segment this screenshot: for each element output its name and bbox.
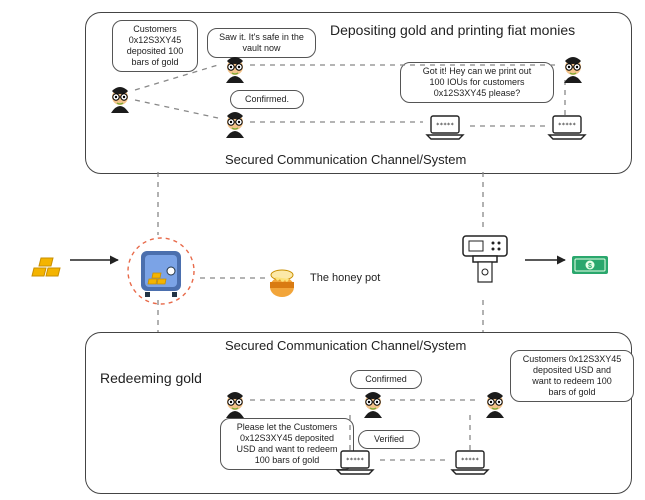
svg-text:*****: *****: [436, 122, 454, 129]
bubble-vault-confirm: Saw it. It's safe in thevault now: [207, 28, 316, 58]
actor-vault-keeper: [220, 55, 250, 85]
label-honeypot: The honey pot: [310, 272, 380, 284]
laptop-icon: *****: [547, 115, 587, 141]
bubble-confirmed-top: Confirmed.: [230, 90, 304, 109]
title-deposit: Depositing gold and printing fiat monies: [330, 22, 575, 38]
bubble-redeem-request: Please let the Customers0x12S3XY45 depos…: [220, 418, 354, 470]
honeypot-icon: [265, 265, 299, 299]
subtitle-top: Secured Communication Channel/System: [225, 152, 466, 167]
bubble-verified: Verified: [358, 430, 420, 449]
bubble-confirmed-bot: Confirmed: [350, 370, 422, 389]
actor-confirmer-top: [220, 110, 250, 140]
bubble-print-iou: Got it! Hey can we print out100 IOUs for…: [400, 62, 554, 103]
laptop-icon: *****: [450, 450, 490, 476]
svg-text:*****: *****: [346, 457, 364, 464]
actor-printer: [558, 55, 588, 85]
diagram-stage: Depositing gold and printing fiat monies…: [0, 0, 645, 500]
laptop-icon: *****: [425, 115, 465, 141]
laptop-icon: *****: [335, 450, 375, 476]
actor-requestor-bot: [220, 390, 250, 420]
svg-text:*****: *****: [558, 122, 576, 129]
gold-bars-icon: [30, 250, 70, 278]
atm-icon: [455, 230, 515, 290]
svg-text:$: $: [588, 263, 592, 270]
actor-customer-bot: [480, 390, 510, 420]
bubble-redeem-customer: Customers 0x12S3XY45deposited USD andwan…: [510, 350, 634, 402]
actor-customer-top: [105, 85, 135, 115]
subtitle-bottom: Secured Communication Channel/System: [225, 338, 466, 353]
bubble-deposit-customer: Customers0x12S3XY45deposited 100bars of …: [112, 20, 198, 72]
actor-confirmer-bot: [358, 390, 388, 420]
title-redeem: Redeeming gold: [100, 370, 202, 386]
vault-icon: [125, 235, 197, 307]
svg-text:*****: *****: [461, 457, 479, 464]
cash-icon: $: [570, 252, 610, 278]
